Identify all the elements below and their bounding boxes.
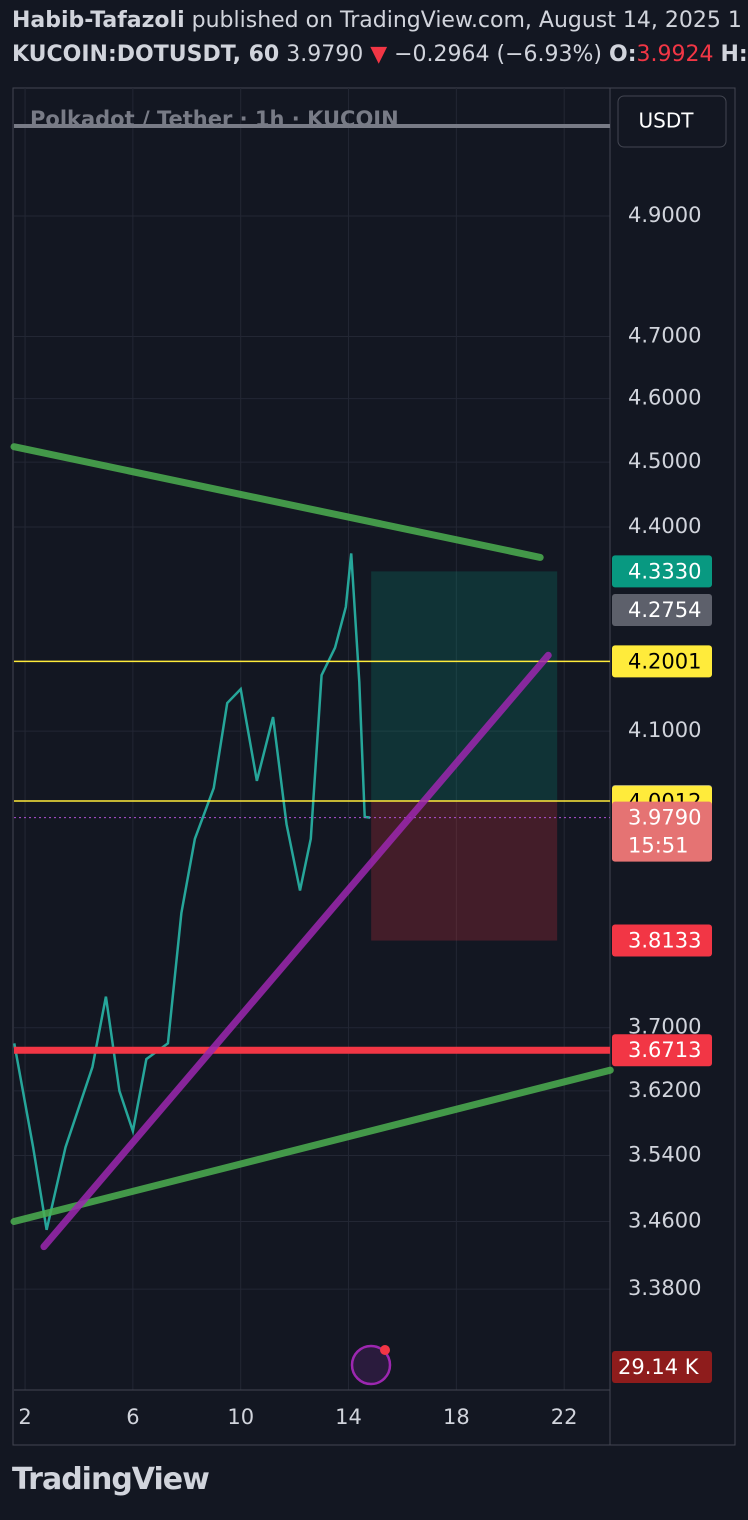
price-label: 4.2001 (628, 649, 701, 673)
price-label-box (612, 555, 712, 588)
position-profit (371, 571, 558, 801)
position-loss (371, 800, 558, 941)
change: −0.2964 (−6.93%) (394, 42, 603, 67)
publisher: Habib-Tafazoli (12, 8, 185, 33)
price-label-box (612, 801, 712, 862)
last: 3.9790 (286, 42, 364, 67)
trend-line (10, 443, 544, 561)
high-label: H: (720, 42, 748, 67)
price-label-box (612, 594, 712, 627)
symbol: KUCOIN:DOTUSDT, 60 (12, 42, 280, 67)
x-tick-label: 6 (126, 1405, 139, 1429)
price-label: 4.3330 (628, 559, 701, 583)
currency[interactable]: USDT (639, 109, 695, 133)
volume-label: 29.14 K (618, 1355, 700, 1379)
y-tick-label: 3.6200 (628, 1078, 701, 1102)
alert-dot (380, 1345, 390, 1355)
open-label: O: (609, 42, 637, 67)
price-label: 3.8133 (628, 929, 701, 953)
x-tick-label: 14 (335, 1405, 362, 1429)
price-label: 3.6713 (628, 1038, 701, 1062)
price-label-box (612, 924, 712, 957)
y-tick-label: 3.4600 (628, 1208, 701, 1232)
price-label-box (612, 1034, 712, 1067)
y-tick-label: 4.1000 (628, 718, 701, 742)
logo: TradingView (12, 1462, 210, 1497)
alert-icon[interactable] (350, 1344, 392, 1386)
price-label-box (612, 645, 712, 678)
header-line: Habib-Tafazoli published on TradingView.… (12, 8, 742, 33)
y-tick-label: 4.5000 (628, 449, 701, 473)
y-tick-label: 4.7000 (628, 323, 701, 347)
x-tick-label: 18 (443, 1405, 470, 1429)
chart-title: Polkadot / Tether · 1h · KUCOIN (30, 107, 399, 131)
currency-button[interactable] (617, 95, 727, 148)
arrow: ▼ (370, 42, 388, 67)
y-tick-label: 4.6000 (628, 386, 701, 410)
frame (12, 87, 736, 1446)
price-line (13, 553, 371, 1231)
y-tick-label: 3.5400 (628, 1142, 701, 1166)
open: 3.9924 (636, 42, 714, 67)
price-label: 3.9790 (628, 806, 701, 830)
trend-line (40, 651, 552, 1251)
y-tick-label: 4.4000 (628, 514, 701, 538)
price-label: 4.2754 (628, 598, 701, 622)
volume-label-box (612, 1351, 712, 1383)
y-tick-label: 3.3800 (628, 1276, 701, 1300)
x-tick-label: 10 (227, 1405, 254, 1429)
trend-line (10, 1066, 614, 1225)
logo-text: TradingView (12, 1462, 210, 1497)
x-tick-label: 2 (18, 1405, 31, 1429)
x-tick-label: 22 (551, 1405, 578, 1429)
published: published on TradingView.com, August 14,… (191, 8, 742, 33)
chart: Polkadot / Tether · 1h · KUCOIN USDT 4.9… (10, 87, 736, 1446)
y-tick-label: 4.9000 (628, 203, 701, 227)
header-line: KUCOIN:DOTUSDT, 60 3.9790 ▼ −0.2964 (−6.… (12, 42, 748, 67)
countdown: 15:51 (628, 834, 689, 858)
